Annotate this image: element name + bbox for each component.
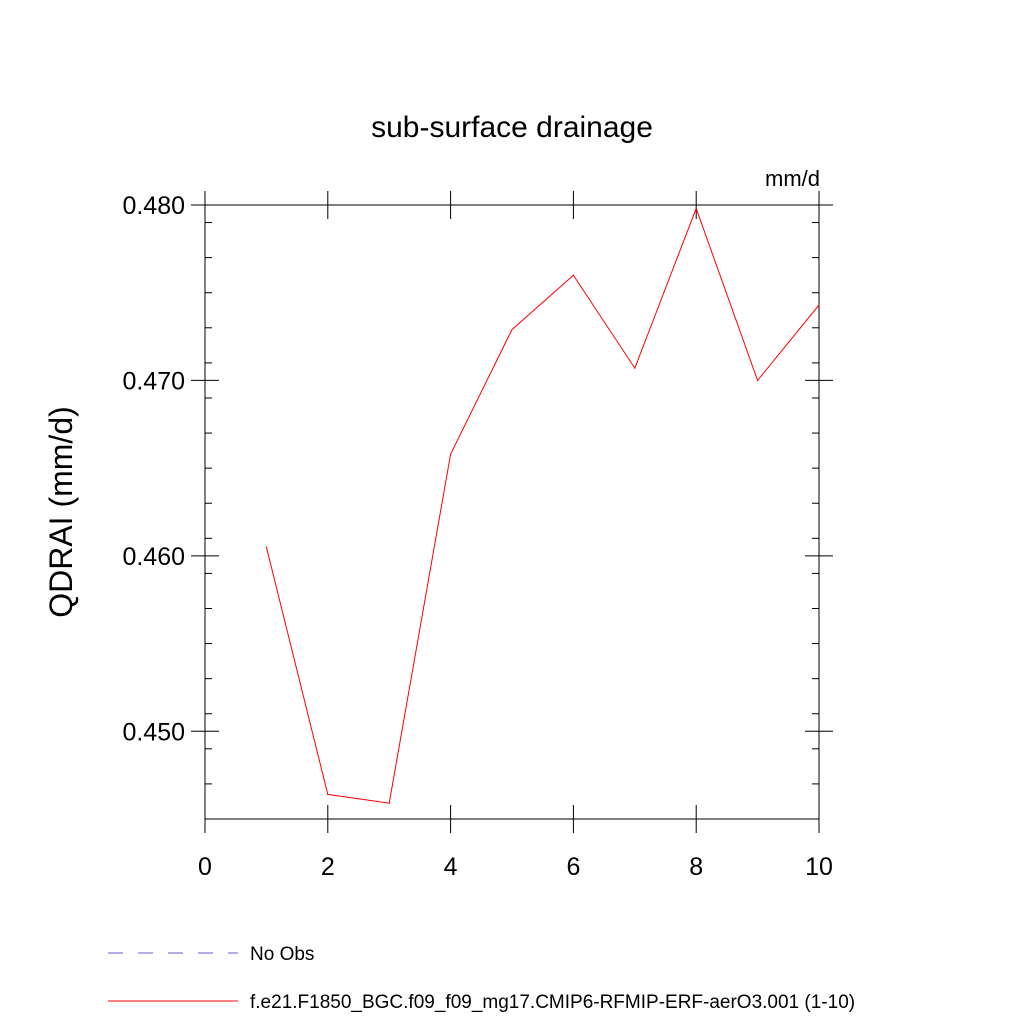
series-layer (265, 207, 820, 804)
data-point (327, 793, 329, 796)
data-point (450, 453, 452, 455)
legend-label: No Obs (250, 944, 314, 965)
legend: No Obs f.e21.F1850_BGC.f09_f09_mg17.CMIP6… (108, 944, 855, 1013)
data-point (388, 802, 390, 804)
chart-title: sub-surface drainage (371, 111, 653, 144)
x-tick-label: 4 (444, 853, 458, 881)
y-axis-label: QDRAI (mm/d) (43, 406, 79, 618)
y-tick-label: 0.460 (122, 543, 185, 571)
data-point (572, 274, 575, 276)
data-point (818, 304, 820, 306)
data-point (695, 207, 697, 210)
y-major-ticks: 0.450 0.460 0.470 0.480 (122, 192, 833, 746)
x-ticks: 0 2 4 6 8 10 (198, 191, 833, 881)
x-tick-label: 2 (321, 853, 335, 881)
y-tick-label: 0.470 (122, 367, 185, 395)
series-line (265, 207, 820, 804)
y-tick-label: 0.480 (122, 192, 185, 220)
data-point (265, 546, 267, 548)
y-tick-label: 0.450 (122, 718, 185, 746)
x-tick-label: 10 (805, 853, 833, 881)
y-minor-ticks (205, 222, 819, 820)
data-point (757, 379, 759, 382)
data-point (511, 328, 513, 331)
x-tick-label: 0 (198, 853, 212, 881)
legend-label: f.e21.F1850_BGC.f09_f09_mg17.CMIP6-RFMIP… (250, 992, 855, 1013)
x-tick-label: 8 (689, 853, 703, 881)
plot-frame (204, 204, 820, 820)
data-point (634, 367, 636, 369)
x-tick-label: 6 (566, 853, 580, 881)
units-label: mm/d (765, 166, 820, 191)
